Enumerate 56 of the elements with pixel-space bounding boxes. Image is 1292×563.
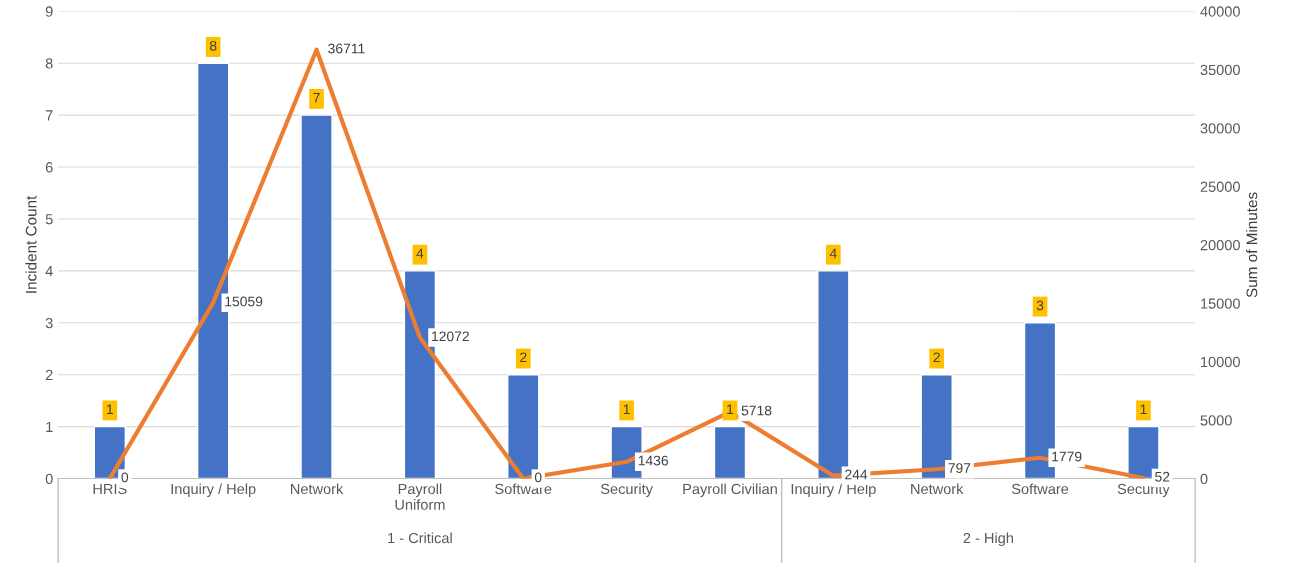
x-tick-label: Payroll Civilian xyxy=(683,483,777,498)
x-tick-label: Payroll Uniform xyxy=(395,483,445,510)
data-label: 1779 xyxy=(1052,451,1082,462)
x-tick-label: Inquiry / Help xyxy=(171,483,256,498)
data-label: 4 xyxy=(416,248,424,259)
x-tick-label: Software xyxy=(1011,483,1069,495)
y-tick-label: 4 xyxy=(45,266,53,277)
y-tick-label: 8 xyxy=(45,58,53,69)
y-tick-label: 2 xyxy=(45,369,53,380)
data-label: 2 xyxy=(520,352,527,363)
data-label: 12072 xyxy=(432,331,469,342)
x-tick-label: Security xyxy=(600,483,653,498)
y2-axis-title: Sum of Minutes xyxy=(1246,192,1258,298)
data-label: 0 xyxy=(121,472,129,483)
data-label: 4 xyxy=(829,248,837,259)
y2-tick-label: 35000 xyxy=(1200,64,1240,76)
data-label: 1 xyxy=(727,404,734,415)
data-label: 7 xyxy=(313,92,320,103)
y2-tick-label: 20000 xyxy=(1200,240,1240,251)
y2-tick-label: 5000 xyxy=(1200,415,1232,426)
data-label: 1436 xyxy=(638,455,669,466)
data-label: 1 xyxy=(107,404,113,415)
data-label: 8 xyxy=(209,40,217,51)
bar xyxy=(713,425,747,479)
y-tick-label: 9 xyxy=(45,6,53,17)
data-label: 36711 xyxy=(328,43,365,54)
x-tick-label: Network xyxy=(911,483,964,495)
data-label: 1 xyxy=(623,404,630,415)
data-label: 1 xyxy=(1140,404,1147,415)
y2-tick-label: 25000 xyxy=(1200,181,1240,192)
x-tick-label: Inquiry / Help xyxy=(791,483,876,498)
y-tick-label: 7 xyxy=(45,110,53,121)
y2-tick-label: 10000 xyxy=(1201,356,1240,368)
data-label: 244 xyxy=(845,469,868,480)
y-tick-label: 1 xyxy=(46,421,53,432)
text: 2 - High xyxy=(963,532,1013,547)
y2-tick-label: 15000 xyxy=(1201,298,1240,309)
x-tick-label: Network xyxy=(291,483,344,495)
y-axis-title: Incident Count xyxy=(25,195,37,293)
y2-tick-label: 0 xyxy=(1200,473,1208,484)
data-label: 2 xyxy=(933,352,940,363)
data-label: 15059 xyxy=(225,296,263,307)
data-label: 797 xyxy=(948,463,971,473)
data-label: 3 xyxy=(1036,300,1044,311)
y-tick-label: 0 xyxy=(45,473,53,484)
y-tick-label: 3 xyxy=(45,317,53,329)
data-label: 0 xyxy=(534,472,542,483)
data-label: 5718 xyxy=(741,405,772,416)
x-tick-label: Software xyxy=(495,483,552,495)
y-tick-label: 6 xyxy=(45,162,53,173)
y2-tick-label: 30000 xyxy=(1200,123,1240,134)
y2-tick-label: 40000 xyxy=(1200,6,1240,17)
text: 1 - Critical xyxy=(388,532,452,544)
data-label: 52 xyxy=(1155,471,1170,482)
y-tick-label: 5 xyxy=(45,214,53,225)
bar xyxy=(300,114,333,479)
